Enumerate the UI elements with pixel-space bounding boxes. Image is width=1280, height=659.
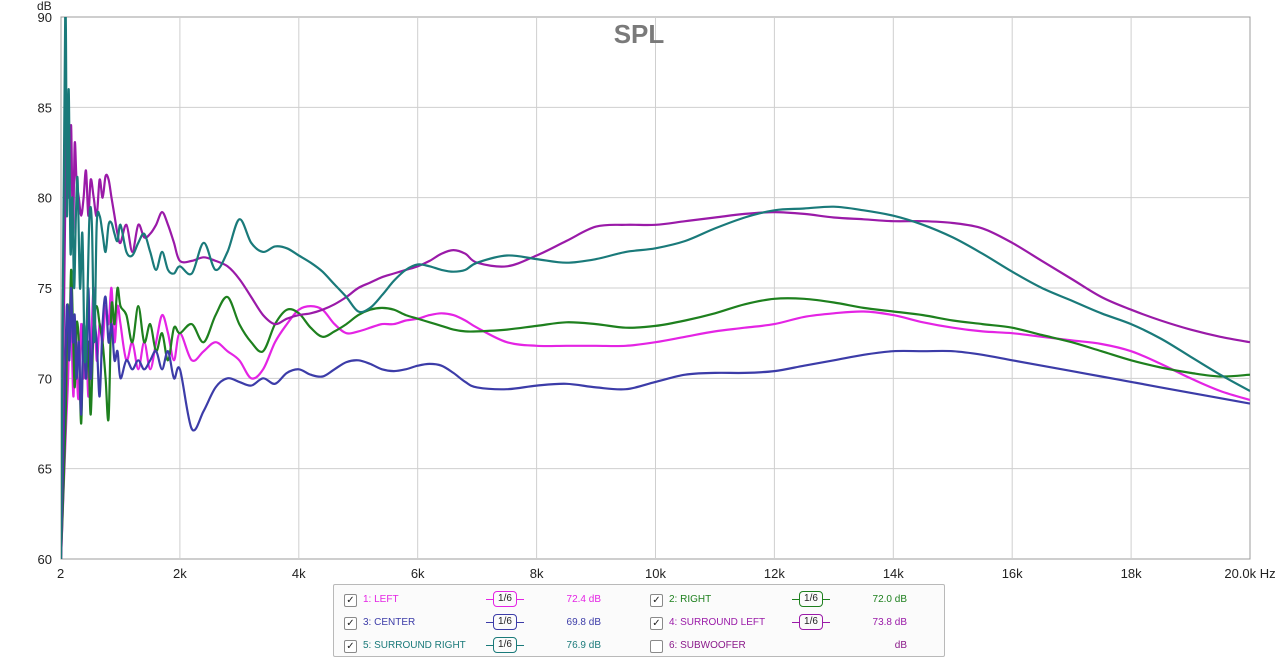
legend-item: ✓ 4: SURROUND LEFT 1/6 73.8 dB (640, 613, 940, 635)
x-tick-label: 18k (1121, 566, 1142, 581)
legend-level-value: 69.8 dB (566, 617, 601, 628)
y-tick-label: 90 (38, 10, 52, 25)
spl-chart: SPL dB 60 65 70 75 80 85 90 2 2k 4k 6k 8k 10k 12k 14k… (37, 0, 1276, 581)
smoothing-label: 1/6 (799, 591, 823, 607)
smoothing-label: 1/6 (799, 614, 823, 630)
legend-level-value: 76.9 dB (566, 640, 601, 651)
y-tick-label: 60 (38, 552, 52, 567)
y-tick-label: 80 (38, 191, 52, 206)
x-tick-label: 8k (530, 566, 544, 581)
y-axis-ticks: 60 65 70 75 80 85 90 (38, 10, 52, 567)
legend-item: ✓ 2: RIGHT 1/6 72.0 dB (640, 590, 940, 612)
legend-checkbox[interactable]: ✓ (344, 594, 357, 607)
x-tick-label: 14k (883, 566, 904, 581)
legend-item: ✓ 5: SURROUND RIGHT 1/6 76.9 dB (334, 636, 634, 658)
smoothing-selector[interactable]: 1/6 (486, 614, 524, 630)
x-tick-label: 2k (173, 566, 187, 581)
smoothing-label: 1/6 (493, 591, 517, 607)
legend-series-name: 3: CENTER (363, 617, 416, 628)
legend-series-name: 1: LEFT (363, 594, 399, 605)
legend-checkbox[interactable]: ✓ (344, 617, 357, 630)
x-tick-label: 20.0k Hz (1224, 566, 1275, 581)
series-line-surround-right (61, 17, 1250, 559)
legend-level-value: 73.8 dB (872, 617, 907, 628)
legend-item: ✓ 1: LEFT 1/6 72.4 dB (334, 590, 634, 612)
x-tick-label: 4k (292, 566, 306, 581)
smoothing-selector[interactable]: 1/6 (792, 614, 830, 630)
smoothing-selector[interactable]: 1/6 (486, 637, 524, 653)
x-tick-label: 2 (57, 566, 64, 581)
x-axis-ticks: 2 2k 4k 6k 8k 10k 12k 14k 16k 18k 20.0k Hz (57, 566, 1276, 581)
series-line-center (61, 286, 1250, 559)
smoothing-label: 1/6 (493, 637, 517, 653)
y-tick-label: 75 (38, 281, 52, 296)
legend-level-value: 72.0 dB (872, 594, 907, 605)
legend-series-name: 4: SURROUND LEFT (669, 617, 766, 628)
legend-level-value: dB (894, 640, 907, 651)
legend-checkbox[interactable]: ✓ (650, 594, 663, 607)
smoothing-selector[interactable]: 1/6 (792, 591, 830, 607)
chart-title: SPL (614, 19, 665, 49)
legend-series-name: 2: RIGHT (669, 594, 712, 605)
series-line-surround-left (61, 93, 1250, 559)
y-tick-label: 70 (38, 371, 52, 386)
smoothing-selector[interactable]: 1/6 (486, 591, 524, 607)
x-tick-label: 10k (645, 566, 666, 581)
legend-checkbox[interactable] (650, 640, 663, 653)
legend-checkbox[interactable]: ✓ (344, 640, 357, 653)
y-axis-unit: dB (37, 0, 52, 13)
y-tick-label: 85 (38, 100, 52, 115)
smoothing-label: 1/6 (493, 614, 517, 630)
legend-checkbox[interactable]: ✓ (650, 617, 663, 630)
legend-series-name: 5: SURROUND RIGHT (363, 640, 466, 651)
x-tick-label: 16k (1002, 566, 1023, 581)
legend-item: ✓ 3: CENTER 1/6 69.8 dB (334, 613, 634, 635)
legend-level-value: 72.4 dB (566, 594, 601, 605)
legend-panel: ✓ 1: LEFT 1/6 72.4 dB ✓ 2: RIGHT 1/6 72.0 dB ✓ 3:… (333, 584, 945, 657)
x-tick-label: 12k (764, 566, 785, 581)
y-tick-label: 65 (38, 462, 52, 477)
legend-series-name: 6: SUBWOOFER (669, 640, 746, 651)
series-lines (61, 17, 1250, 559)
x-tick-label: 6k (411, 566, 425, 581)
grid-lines (61, 17, 1250, 559)
legend-item: 6: SUBWOOFER dB (640, 636, 940, 658)
series-line-left (61, 286, 1250, 559)
